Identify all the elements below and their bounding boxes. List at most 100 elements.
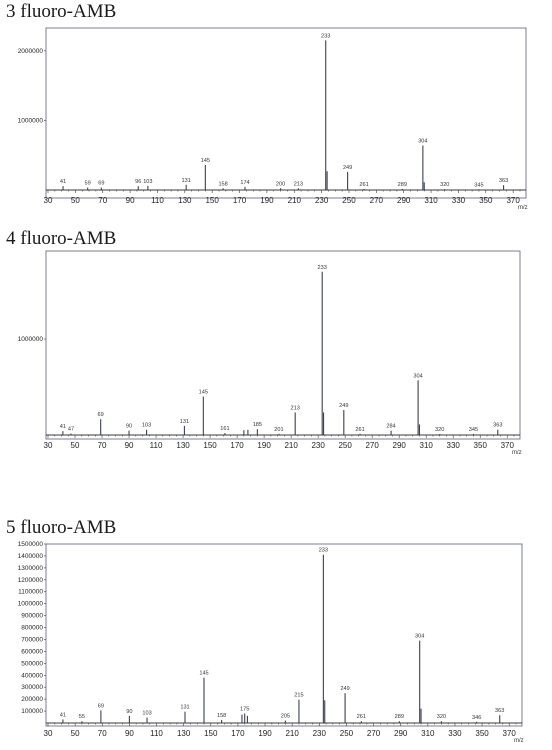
peak-label: 185 xyxy=(253,422,262,428)
y-tick-label: 1000000 xyxy=(18,336,44,343)
spectrum-chart-3-fluoro-amb: 30 50 70 90 110 130 150 170 190 210 230 250 270 290 31… xyxy=(18,27,528,211)
x-tick-label: 130 xyxy=(177,729,191,738)
x-tick-label: 90 xyxy=(125,441,134,450)
x-tick-label: 270 xyxy=(370,196,384,205)
peak-label: 103 xyxy=(142,423,151,429)
y-tick-label: 1300000 xyxy=(18,565,44,572)
peak-label: 69 xyxy=(98,412,104,418)
peak-label: 59 xyxy=(85,181,91,187)
peak-label: 161 xyxy=(220,426,229,432)
y-tick-label: 1000000 xyxy=(18,117,44,124)
x-tick-label: 90 xyxy=(125,729,134,738)
x-tick-label: 350 xyxy=(474,441,488,450)
x-tick-label: 190 xyxy=(258,729,272,738)
peak-label: 346 xyxy=(472,715,481,721)
x-tick-label: 330 xyxy=(448,729,462,738)
y-tick-label: 700000 xyxy=(21,636,43,643)
peak-label: 345 xyxy=(469,427,478,433)
spectrum-chart-5-fluoro-amb: 30 50 70 90 110 130 150 170 190 210 230 250 270 290 31… xyxy=(18,541,524,744)
peak-label: 90 xyxy=(126,709,132,715)
peak-label: 41 xyxy=(60,179,66,185)
peak-label: 158 xyxy=(218,181,227,187)
x-tick-label: 370 xyxy=(503,729,517,738)
x-tick-label: 70 xyxy=(98,196,107,205)
x-tick-label: 310 xyxy=(420,441,434,450)
x-tick-label: 30 xyxy=(44,729,53,738)
x-tick-label: 170 xyxy=(230,441,244,450)
peak-label: 69 xyxy=(98,181,104,187)
x-tick-label: 350 xyxy=(475,729,489,738)
peak-label: 175 xyxy=(240,706,249,712)
peak-label: 96 xyxy=(135,179,141,185)
peak-label: 215 xyxy=(294,693,303,699)
peak-label: 249 xyxy=(343,165,352,171)
peak-label: 320 xyxy=(435,427,444,433)
x-tick-label: 50 xyxy=(71,196,80,205)
x-tick-label: 290 xyxy=(397,196,411,205)
y-tick-label: 500000 xyxy=(21,660,43,667)
x-axis-unit-label: m/z xyxy=(512,450,522,456)
x-tick-label: 150 xyxy=(203,441,217,450)
plot-frame xyxy=(45,250,521,440)
peak-label: 304 xyxy=(418,138,427,144)
y-tick-label: 1200000 xyxy=(18,577,44,584)
peak-label: 131 xyxy=(180,705,189,711)
peak-label: 213 xyxy=(291,405,300,411)
peak-label: 304 xyxy=(413,373,422,379)
x-tick-label: 30 xyxy=(44,441,53,450)
x-tick-label: 110 xyxy=(150,729,163,738)
peak-label: 261 xyxy=(355,427,364,433)
plot-frame xyxy=(45,27,527,199)
peak-label: 363 xyxy=(495,708,504,714)
peak-label: 47 xyxy=(68,427,74,433)
peak-label: 145 xyxy=(201,158,210,164)
peak-label: 363 xyxy=(499,178,508,184)
peak-label: 41 xyxy=(60,424,66,430)
peak-label: 213 xyxy=(294,181,303,187)
peak-label: 69 xyxy=(98,703,104,709)
y-tick-label: 200000 xyxy=(21,696,43,703)
x-tick-label: 290 xyxy=(393,441,407,450)
x-tick-label: 370 xyxy=(506,196,520,205)
spectrum-chart-4-fluoro-amb: 30 50 70 90 110 130 150 170 190 210 230 250 270 290 31… xyxy=(18,250,522,456)
x-tick-label: 190 xyxy=(260,196,274,205)
peak-label: 289 xyxy=(398,182,407,188)
peak-label: 249 xyxy=(340,686,349,692)
x-tick-label: 310 xyxy=(421,729,435,738)
peak-label: 261 xyxy=(357,714,366,720)
y-tick-label: 800000 xyxy=(21,625,43,632)
peak-label: 205 xyxy=(281,714,290,720)
x-axis-unit-label: m/z xyxy=(518,205,528,211)
peak-label: 284 xyxy=(386,424,395,430)
peak-label: 233 xyxy=(318,265,327,271)
x-tick-label: 110 xyxy=(150,441,163,450)
x-tick-label: 350 xyxy=(479,196,493,205)
x-tick-label: 70 xyxy=(98,729,107,738)
peak-label: 289 xyxy=(395,714,404,720)
y-tick-label: 1500000 xyxy=(18,541,44,548)
peak-label: 158 xyxy=(217,713,226,719)
plot-frame xyxy=(45,543,523,727)
peak-label: 145 xyxy=(199,671,208,677)
x-tick-label: 270 xyxy=(367,729,381,738)
y-tick-label: 900000 xyxy=(21,613,43,620)
peak-label: 174 xyxy=(240,180,249,186)
x-tick-label: 170 xyxy=(231,729,245,738)
x-axis-unit-label: m/z xyxy=(514,738,524,744)
x-tick-label: 110 xyxy=(151,196,164,205)
x-tick-label: 330 xyxy=(452,196,466,205)
panel-title: 3 fluoro-AMB xyxy=(6,1,117,22)
y-tick-label: 1000000 xyxy=(18,601,44,608)
peak-label: 363 xyxy=(493,423,502,429)
y-tick-label: 600000 xyxy=(21,648,43,655)
x-tick-label: 130 xyxy=(176,441,190,450)
peak-label: 320 xyxy=(437,714,446,720)
x-tick-label: 310 xyxy=(424,196,438,205)
peak-label: 131 xyxy=(180,419,189,425)
x-tick-label: 290 xyxy=(394,729,408,738)
panel-title: 5 fluoro-AMB xyxy=(6,517,117,538)
peak-label: 233 xyxy=(319,548,328,554)
peak-label: 345 xyxy=(474,182,483,188)
x-tick-label: 90 xyxy=(126,196,135,205)
peak-label: 304 xyxy=(415,634,424,640)
